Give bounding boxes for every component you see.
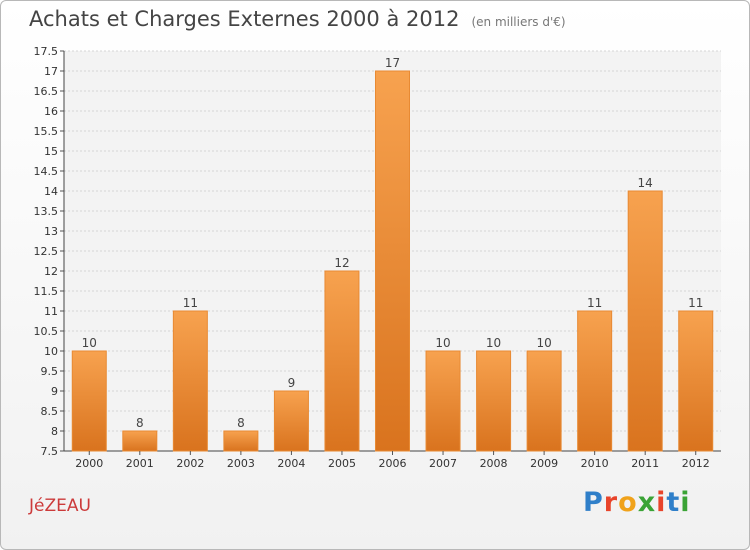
y-tick-label: 10.5 xyxy=(34,325,59,338)
x-tick-label-2010: 2010 xyxy=(581,457,609,470)
bar-2005 xyxy=(324,270,360,452)
y-tick-label: 13.5 xyxy=(34,205,59,218)
proxiti-logo: Proxiti xyxy=(583,487,691,518)
x-tick-label-2009: 2009 xyxy=(530,457,558,470)
logo-letter: o xyxy=(618,487,638,518)
x-tick-label-2007: 2007 xyxy=(429,457,457,470)
data-label-2002: 11 xyxy=(183,296,198,310)
bar-2007 xyxy=(425,350,461,452)
bar-2001 xyxy=(122,430,158,452)
y-tick-label: 16.5 xyxy=(34,85,59,98)
y-tick-label: 17.5 xyxy=(34,45,59,58)
bar-2010 xyxy=(577,310,613,452)
bar-2009 xyxy=(526,350,562,452)
x-tick-label-2002: 2002 xyxy=(176,457,204,470)
y-tick-label: 9 xyxy=(51,385,58,398)
logo-letter: i xyxy=(680,487,691,518)
data-label-2001: 8 xyxy=(136,416,144,430)
x-tick-label-2011: 2011 xyxy=(631,457,659,470)
y-tick-label: 12 xyxy=(44,265,58,278)
bar-2002 xyxy=(172,310,208,452)
y-tick-label: 10 xyxy=(44,345,58,358)
y-tick-label: 11.5 xyxy=(34,285,59,298)
x-tick-label-2001: 2001 xyxy=(126,457,154,470)
logo-letter: r xyxy=(603,487,619,518)
data-label-2003: 8 xyxy=(237,416,245,430)
chart-title: Achats et Charges Externes 2000 à 2012 xyxy=(29,7,460,31)
x-tick-label-2012: 2012 xyxy=(682,457,710,470)
data-label-2008: 10 xyxy=(486,336,501,350)
data-label-2000: 10 xyxy=(82,336,97,350)
y-tick-label: 9.5 xyxy=(41,365,59,378)
bar-2011 xyxy=(627,190,663,452)
bar-2008 xyxy=(476,350,512,452)
y-tick-label: 7.5 xyxy=(41,445,59,458)
logo-letter: P xyxy=(583,487,604,518)
bar-2000 xyxy=(71,350,107,452)
y-tick-label: 14 xyxy=(44,185,58,198)
logo-letter: t xyxy=(666,487,681,518)
logo-letter: x xyxy=(637,487,657,518)
x-tick-label-2000: 2000 xyxy=(75,457,103,470)
logo-letter: i xyxy=(656,487,667,518)
y-tick-label: 15.5 xyxy=(34,125,59,138)
x-tick-label-2004: 2004 xyxy=(277,457,305,470)
y-tick-label: 8.5 xyxy=(41,405,59,418)
chart-subtitle: (en milliers d'€) xyxy=(471,15,566,29)
bar-2003 xyxy=(223,430,259,452)
y-tick-label: 12.5 xyxy=(34,245,59,258)
data-label-2009: 10 xyxy=(536,336,551,350)
data-label-2011: 14 xyxy=(638,176,653,190)
data-label-2010: 11 xyxy=(587,296,602,310)
x-tick-label-2008: 2008 xyxy=(480,457,508,470)
commune-name: JéZEAU xyxy=(29,496,91,516)
x-tick-label-2005: 2005 xyxy=(328,457,356,470)
x-tick-label-2003: 2003 xyxy=(227,457,255,470)
data-label-2012: 11 xyxy=(688,296,703,310)
bar-2012 xyxy=(678,310,714,452)
y-tick-label: 17 xyxy=(44,65,58,78)
data-label-2004: 9 xyxy=(288,376,296,390)
y-tick-label: 13 xyxy=(44,225,58,238)
y-tick-label: 15 xyxy=(44,145,58,158)
y-tick-label: 16 xyxy=(44,105,58,118)
bar-2004 xyxy=(273,390,309,452)
y-tick-label: 14.5 xyxy=(34,165,59,178)
chart-title-row: Achats et Charges Externes 2000 à 2012 (e… xyxy=(29,7,566,31)
bar-2006 xyxy=(375,70,410,452)
data-label-2005: 12 xyxy=(334,256,349,270)
y-tick-label: 8 xyxy=(51,425,58,438)
data-label-2006: 17 xyxy=(385,56,400,70)
y-tick-label: 11 xyxy=(44,305,58,318)
x-tick-label-2006: 2006 xyxy=(379,457,407,470)
data-label-2007: 10 xyxy=(435,336,450,350)
